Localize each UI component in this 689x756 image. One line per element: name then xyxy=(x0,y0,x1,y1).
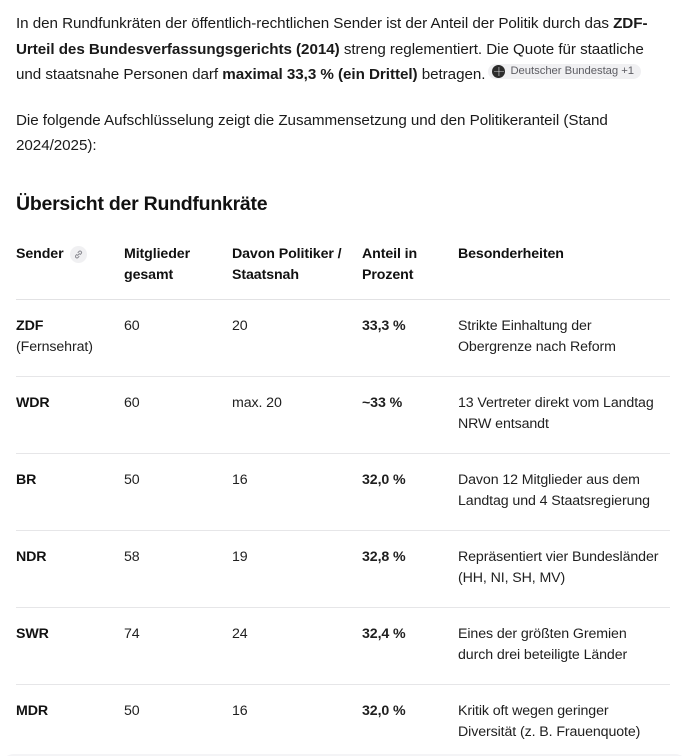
sender-name: SWR xyxy=(16,625,49,642)
column-header-sender: Sender xyxy=(16,244,124,300)
intro-segment-3-bold: maximal 33,3 % (ein Drittel) xyxy=(222,66,418,83)
cell-notes: Eines der größten Gremien durch drei bet… xyxy=(458,625,628,664)
cell-share: 32,4 % xyxy=(362,625,406,642)
cell-share: 33,3 % xyxy=(362,317,406,334)
intro-segment-1-bold: ZDF-Urteil des Bundesverfassungsgerichts… xyxy=(16,15,648,58)
sender-name: NDR xyxy=(16,548,47,565)
cell-share: ~33 % xyxy=(362,394,403,411)
cell-members-total: 60 xyxy=(124,394,140,411)
cell-politicians: 16 xyxy=(232,702,248,719)
sender-name: ZDF xyxy=(16,317,44,334)
cell-members-total: 74 xyxy=(124,625,140,642)
table-header: Sender Mitglieder gesamt Davon Politiker… xyxy=(16,244,670,300)
table-row: MDR 50 16 32,0 % Kritik oft wegen gering… xyxy=(16,684,670,756)
page-title: Übersicht der Rundfunkräte xyxy=(16,192,268,215)
cell-politicians: 16 xyxy=(232,471,248,488)
column-header-notes: Besonderheiten xyxy=(458,245,564,262)
cell-sender: ZDF (Fernsehrat) xyxy=(16,299,124,376)
bundestag-eagle-icon xyxy=(492,65,506,78)
cell-notes: 13 Vertreter direkt vom Landtag NRW ents… xyxy=(458,394,654,433)
cell-sender: MDR xyxy=(16,684,124,756)
cell-members-total: 50 xyxy=(124,702,140,719)
citation-badge[interactable]: Deutscher Bundestag +1 xyxy=(488,64,642,79)
cell-sender: WDR xyxy=(16,376,124,453)
cell-politicians: 20 xyxy=(232,317,248,334)
cell-members-total: 60 xyxy=(124,317,140,334)
cell-members-total: 50 xyxy=(124,471,140,488)
table-row: BR 50 16 32,0 % Davon 12 Mitglieder aus … xyxy=(16,453,670,530)
sender-name: WDR xyxy=(16,394,50,411)
citation-label: Deutscher Bundestag +1 xyxy=(510,64,635,77)
sender-name: BR xyxy=(16,471,37,488)
table-header-row: Sender Mitglieder gesamt Davon Politiker… xyxy=(16,244,670,300)
cell-members-total: 58 xyxy=(124,548,140,565)
table-row: WDR 60 max. 20 ~33 % 13 Vertreter direkt… xyxy=(16,376,670,453)
cell-notes: Repräsentiert vier Bundesländer (HH, NI,… xyxy=(458,548,659,587)
column-header-members-total: Mitglieder gesamt xyxy=(124,245,191,283)
cell-notes: Kritik oft wegen geringer Diversität (z.… xyxy=(458,702,641,741)
cell-sender: SWR xyxy=(16,607,124,684)
column-header-share: Anteil in Prozent xyxy=(362,245,418,283)
intro-paragraph: In den Rundfunkräten der öffentlich-rech… xyxy=(16,0,673,88)
table-row: SWR 74 24 32,4 % Eines der größten Gremi… xyxy=(16,607,670,684)
cell-sender: BR xyxy=(16,453,124,530)
link-icon[interactable] xyxy=(69,245,87,263)
intro-segment-0: In den Rundfunkräten der öffentlich-rech… xyxy=(16,15,614,32)
table-row: NDR 58 19 32,8 % Repräsentiert vier Bund… xyxy=(16,530,670,607)
table-body: ZDF (Fernsehrat) 60 20 33,3 % Strikte Ein… xyxy=(16,299,670,756)
second-paragraph: Die folgende Aufschlüsselung zeigt die Z… xyxy=(16,111,608,155)
cell-politicians: 19 xyxy=(232,548,248,565)
cell-share: 32,8 % xyxy=(362,548,406,565)
cell-share: 32,0 % xyxy=(362,702,406,719)
intro-segment-2: streng reglementiert. Die Quote für staa… xyxy=(16,40,644,84)
column-header-sender-label: Sender xyxy=(16,245,64,262)
table-row: ZDF (Fernsehrat) 60 20 33,3 % Strikte Ein… xyxy=(16,299,670,376)
rundfunkraete-table: Sender Mitglieder gesamt Davon Politiker… xyxy=(16,244,670,756)
bottom-container-edge xyxy=(0,754,689,756)
cell-notes: Davon 12 Mitglieder aus dem Landtag und … xyxy=(458,471,650,510)
intro-segment-4: betragen. xyxy=(417,66,486,83)
cell-politicians: max. 20 xyxy=(232,394,282,411)
cell-notes: Strikte Einhaltung der Obergrenze nach R… xyxy=(458,317,616,356)
cell-sender: NDR xyxy=(16,530,124,607)
column-header-politicians: Davon Politiker / Staatsnah xyxy=(232,245,342,283)
cell-politicians: 24 xyxy=(232,625,248,642)
cell-share: 32,0 % xyxy=(362,471,406,488)
sender-subtitle: (Fernsehrat) xyxy=(16,339,93,355)
sender-name: MDR xyxy=(16,702,49,719)
